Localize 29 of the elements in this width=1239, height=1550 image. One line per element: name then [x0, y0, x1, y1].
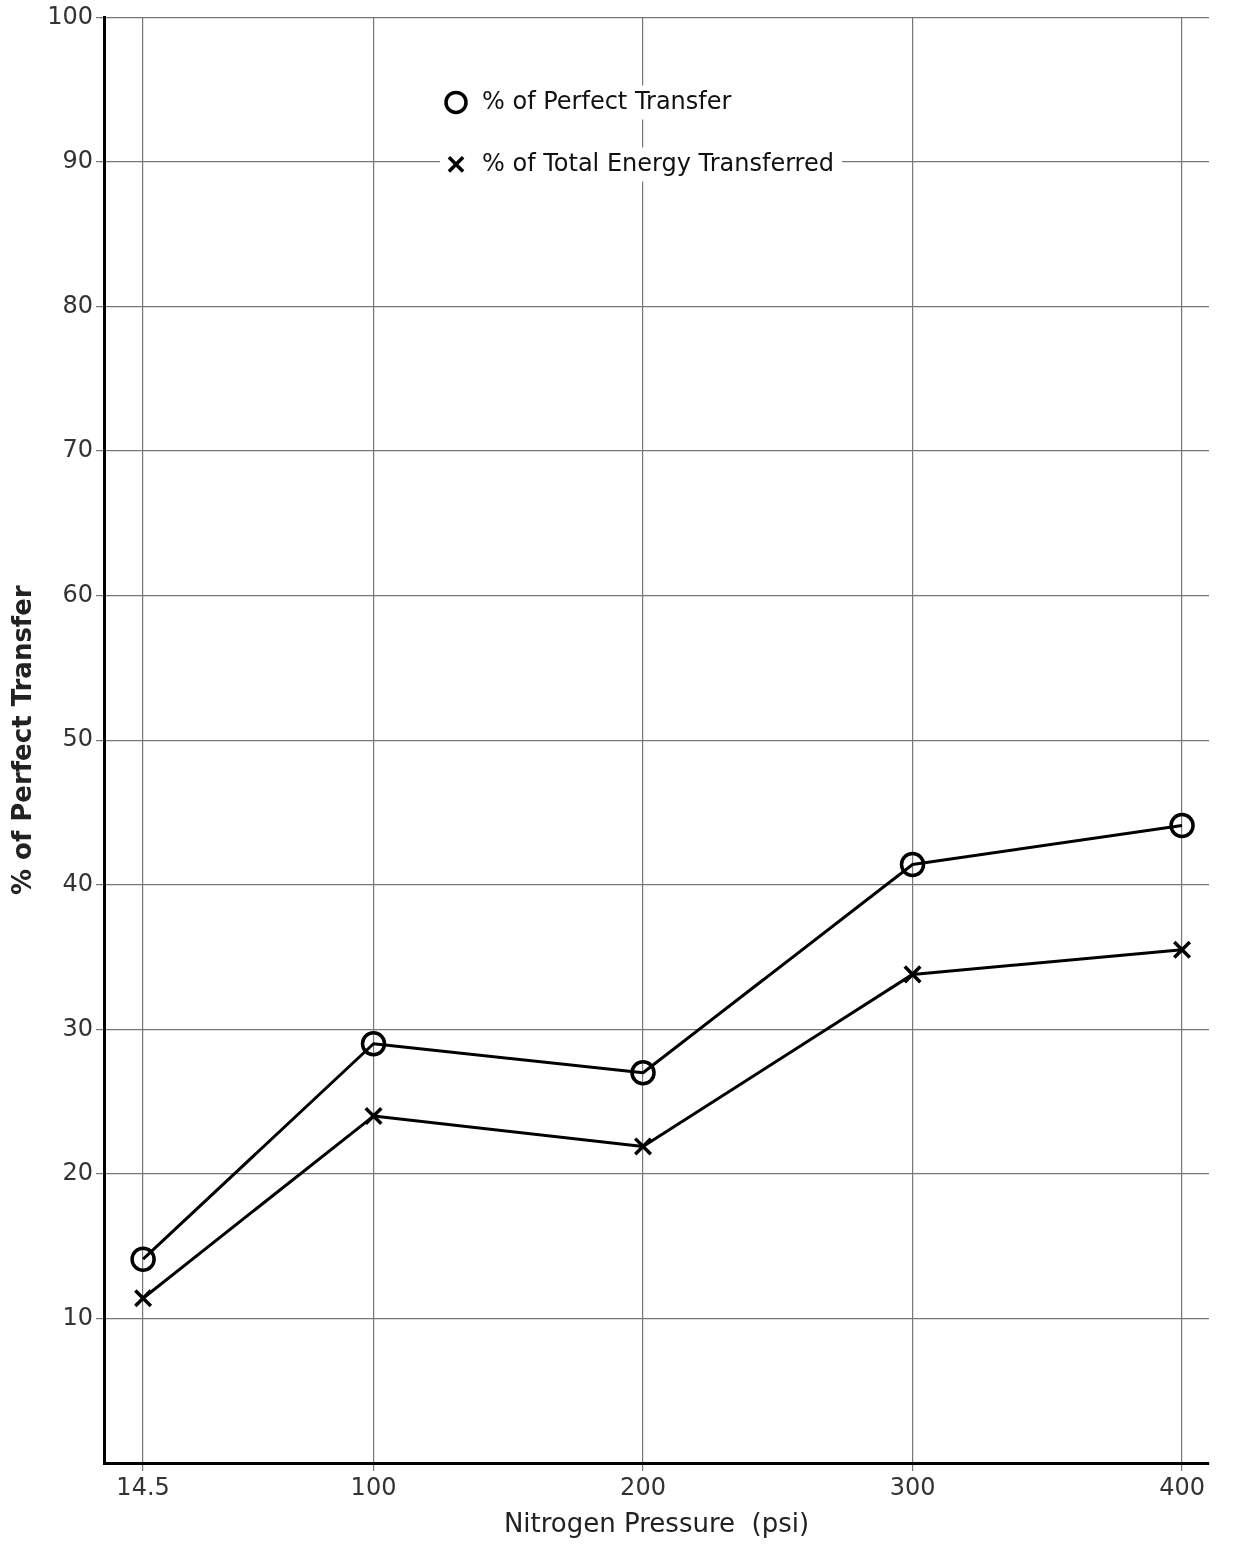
point: [633, 1136, 653, 1156]
x-tick-label: 14.5: [116, 1472, 170, 1501]
y-tick-label: 10: [62, 1302, 94, 1331]
y-tick-label: 60: [62, 579, 94, 608]
legend-label: % of Total Energy Transferred: [482, 148, 834, 177]
y-axis-title: % of Perfect Transfer: [7, 585, 38, 896]
point: [899, 851, 926, 878]
point: [1172, 940, 1192, 960]
x-axis-title: Nitrogen Pressure (psi): [503, 1508, 810, 1539]
x-tick-label: 100: [350, 1472, 397, 1501]
point: [363, 1106, 384, 1126]
x-tick-label: 200: [620, 1472, 666, 1501]
point: [130, 1246, 156, 1272]
x-tick-label: 400: [1159, 1472, 1205, 1501]
y-tick-label: 40: [62, 868, 94, 897]
x-tick-label: 300: [889, 1472, 936, 1501]
point: [1169, 812, 1195, 839]
y-tick-label: 70: [62, 435, 94, 464]
y-tick-label: 20: [62, 1158, 94, 1187]
y-tick-label: 50: [62, 724, 94, 753]
y-tick-label: 80: [62, 290, 94, 319]
point: [360, 1031, 387, 1057]
legend-label: % of Perfect Transfer: [482, 86, 732, 115]
point: [630, 1059, 656, 1086]
y-tick-label: 100: [47, 1, 94, 30]
y-tick-label: 30: [62, 1013, 94, 1042]
point: [903, 964, 923, 984]
point: [133, 1288, 153, 1308]
y-tick-label: 90: [62, 146, 94, 175]
